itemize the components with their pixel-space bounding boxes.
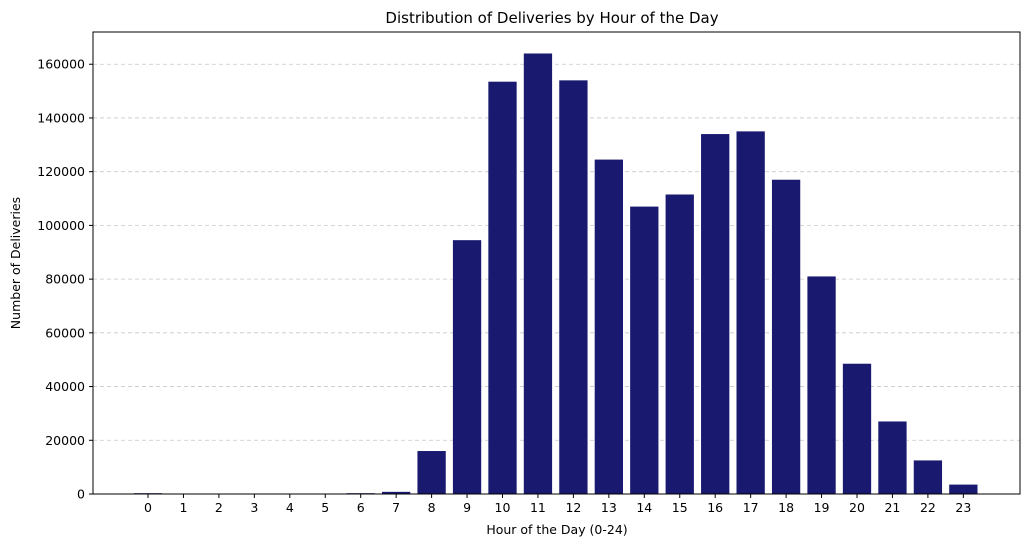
bar-hour-23 [949,484,978,494]
y-tick-label: 160000 [37,57,85,72]
x-tick-label: 0 [144,500,152,515]
bar-hour-15 [665,194,694,495]
bar-hour-10 [488,81,517,494]
x-tick-label: 16 [707,500,723,515]
x-tick-label: 13 [601,500,617,515]
x-tick-label: 18 [778,500,794,515]
x-tick-label: 23 [955,500,971,515]
x-tick-label: 15 [672,500,688,515]
bar-hour-14 [630,206,659,494]
x-tick-label: 8 [428,500,436,515]
x-tick-label: 22 [920,500,936,515]
x-tick-label: 7 [392,500,400,515]
x-tick-label: 14 [636,500,652,515]
x-tick-label: 2 [215,500,223,515]
bar-hour-12 [559,80,588,494]
x-tick-label: 3 [250,500,258,515]
y-tick-label: 120000 [37,164,85,179]
x-tick-label: 11 [530,500,546,515]
y-tick-label: 60000 [45,325,85,340]
x-tick-label: 20 [849,500,865,515]
bar-hour-16 [701,134,730,494]
grid-lines [93,63,1020,441]
plot-frame [92,31,1021,495]
bar-hour-7 [382,491,411,494]
x-tick-label: 4 [286,500,294,515]
x-tick-label: 17 [743,500,759,515]
y-tick-label: 140000 [37,110,85,125]
x-tick-label: 21 [884,500,900,515]
y-tick-label: 0 [77,487,85,502]
y-axis-ticks: 0 20000 40000 60000 80000 100000 120000 140000 1… [37,57,93,502]
x-tick-label: 12 [565,500,581,515]
bar-hour-18 [771,179,801,495]
y-tick-label: 40000 [45,379,85,394]
y-tick-label: 80000 [45,272,85,287]
x-tick-label: 10 [495,500,511,515]
x-axis-ticks: 0 1 2 3 4 5 6 7 8 9 10 11 12 13 14 15 16 17 18 19 20 21 22 23 [144,494,971,515]
y-tick-label: 100000 [37,218,85,233]
bar-hour-22 [913,460,943,494]
x-tick-label: 6 [357,500,365,515]
x-tick-label: 19 [814,500,830,515]
bar-hour-17 [736,131,765,494]
x-tick-label: 9 [463,500,471,515]
x-tick-label: 5 [321,500,329,515]
bar-hour-8 [417,451,446,494]
chart-title: Distribution of Deliveries by Hour of th… [385,9,718,27]
bar-hour-11 [523,53,553,494]
bar-hour-19 [807,276,836,494]
bar-hour-13 [594,159,623,494]
y-tick-label: 20000 [45,433,85,448]
x-axis-label: Hour of the Day (0-24) [486,522,627,537]
bar-hour-20 [842,363,872,494]
x-tick-label: 1 [179,500,187,515]
bars [133,53,978,495]
bar-hour-21 [878,421,907,494]
bar-hour-9 [452,240,482,494]
y-axis-label: Number of Deliveries [8,197,23,329]
